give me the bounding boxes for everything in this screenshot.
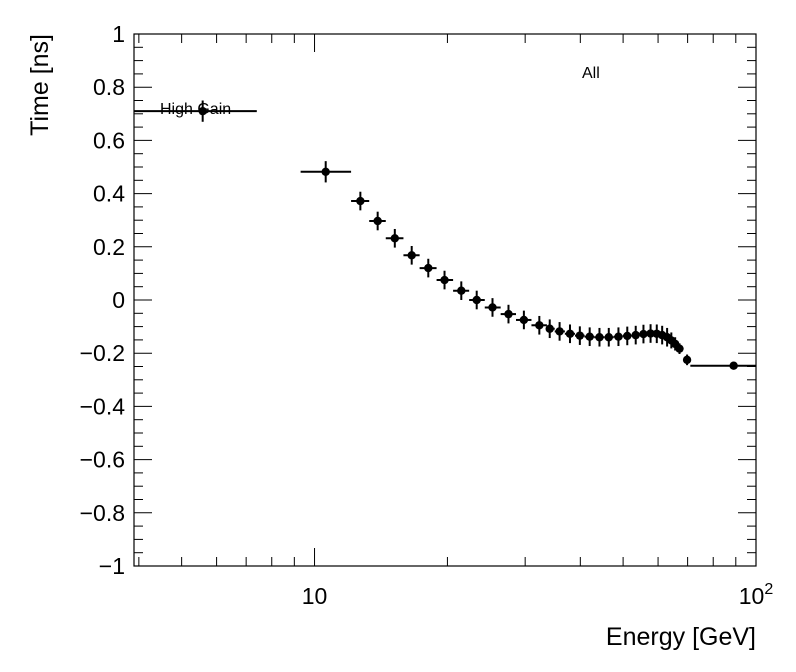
data-point (545, 324, 554, 333)
annotation-high-gain: High Gain (160, 101, 231, 118)
y-axis-title: Time [ns] (26, 34, 54, 136)
tick-labels: 1 0.8 0.6 0.4 0.2 0 −0.2 −0.4 −0.6 −0.8 −1 10 102 (80, 21, 774, 609)
y-tick-label: −0.4 (80, 393, 126, 419)
x-tick-label: 10 (302, 583, 328, 609)
data-point (390, 234, 400, 243)
y-tick-label: −0.8 (80, 500, 125, 526)
y-tick-label: 0 (112, 287, 125, 313)
y-tick-label: 1 (112, 21, 125, 47)
data-point (488, 303, 497, 312)
y-tick-label: 0.2 (93, 234, 125, 260)
data-point (575, 331, 585, 340)
data-point (646, 329, 655, 338)
plot-frame (133, 33, 757, 567)
data-point (555, 327, 564, 336)
data-series (134, 100, 756, 370)
data-point (639, 329, 648, 339)
annotation-all: All (582, 65, 600, 82)
data-point (356, 196, 365, 206)
y-tick-label: 0.4 (93, 181, 125, 207)
data-point (504, 309, 513, 319)
y-tick-label: 0.8 (93, 74, 125, 100)
y-tick-label: −1 (99, 553, 125, 579)
data-point (595, 333, 604, 342)
data-point (440, 275, 449, 285)
data-point (472, 295, 481, 305)
data-point (623, 331, 632, 341)
data-point (407, 251, 416, 260)
data-point (535, 321, 544, 330)
x-tick-label: 102 (739, 581, 774, 609)
data-point (675, 344, 684, 353)
data-point (585, 332, 594, 341)
data-point (565, 329, 575, 338)
y-tick-label: 0.6 (93, 127, 125, 153)
y-tick-label: −0.2 (80, 340, 125, 366)
data-point (682, 355, 692, 365)
data-point (373, 216, 382, 226)
data-point (321, 167, 330, 176)
data-point (198, 106, 207, 116)
data-point (519, 315, 529, 325)
data-point (457, 286, 466, 295)
y-tick-label: −0.6 (80, 447, 125, 473)
tick-marks (134, 33, 757, 567)
data-point (729, 361, 738, 370)
data-point (424, 263, 433, 273)
x-tick-label-exponent: 2 (764, 581, 773, 598)
data-point (614, 332, 623, 341)
x-axis-title: Energy [GeV] (606, 623, 756, 651)
data-point (631, 330, 640, 340)
data-point (604, 333, 613, 342)
